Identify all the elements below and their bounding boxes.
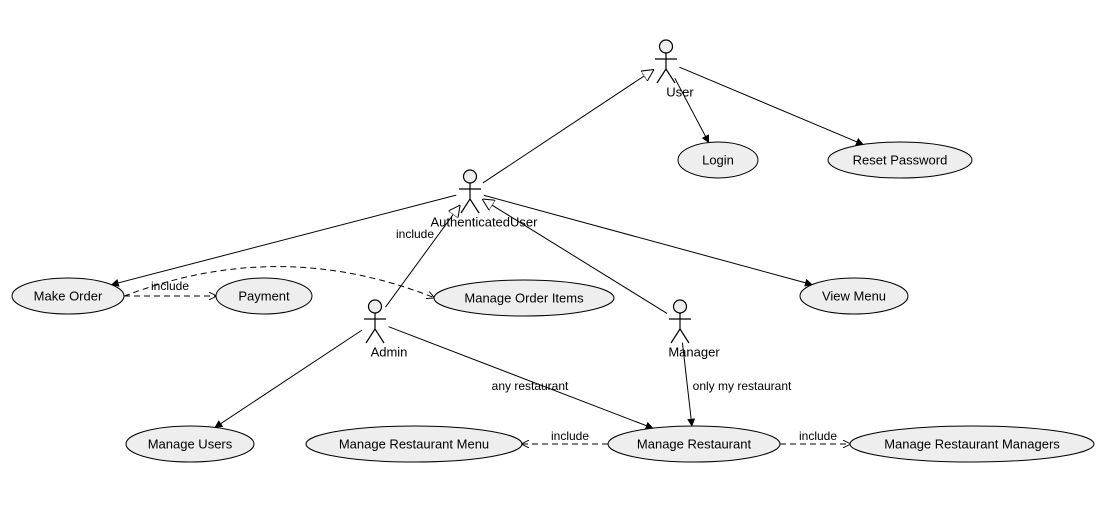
usecase-managemgrs: Manage Restaurant Managers bbox=[850, 426, 1094, 462]
usecase-label: Manage Order Items bbox=[464, 290, 584, 305]
usecase-managerest: Manage Restaurant bbox=[608, 426, 780, 462]
usecase-label: Reset Password bbox=[853, 152, 948, 167]
edge-user-reset bbox=[680, 67, 864, 144]
usecase-label: Make Order bbox=[34, 288, 103, 303]
usecase-reset: Reset Password bbox=[828, 142, 972, 178]
actor-label: Manager bbox=[668, 344, 720, 359]
usecase-viewmenu: View Menu bbox=[800, 278, 908, 314]
edge-label: only my restaurant bbox=[693, 379, 792, 393]
actor-auth: AuthenticatedUser bbox=[431, 170, 539, 229]
actor-label: Admin bbox=[371, 344, 408, 359]
edge-admin-manageusers bbox=[215, 330, 362, 427]
usecase-label: Payment bbox=[238, 288, 290, 303]
actor-label: AuthenticatedUser bbox=[431, 214, 539, 229]
edge-auth-user bbox=[483, 70, 653, 183]
usecase-label: View Menu bbox=[822, 288, 886, 303]
usecase-payment: Payment bbox=[216, 278, 312, 314]
actor-manager: Manager bbox=[668, 300, 720, 359]
actor-user: User bbox=[655, 40, 694, 99]
edge-label: include bbox=[151, 279, 189, 293]
edge-label: include bbox=[396, 227, 434, 241]
actor-admin: Admin bbox=[364, 300, 407, 359]
edge-label: include bbox=[799, 429, 837, 443]
usecase-diagram: User AuthenticatedUser Admin Manager Login Re… bbox=[0, 0, 1116, 507]
edge-admin-managerest bbox=[389, 327, 653, 428]
actor-label: User bbox=[666, 84, 694, 99]
edge-label: include bbox=[551, 429, 589, 443]
usecase-login: Login bbox=[678, 142, 758, 178]
edge-label: any restaurant bbox=[492, 379, 569, 393]
edge-auth-viewmenu bbox=[484, 195, 812, 284]
usecase-manageitems: Manage Order Items bbox=[434, 280, 614, 316]
usecase-manageusers: Manage Users bbox=[126, 426, 254, 462]
usecase-managermenu: Manage Restaurant Menu bbox=[306, 426, 522, 462]
usecase-label: Login bbox=[702, 152, 734, 167]
usecase-label: Manage Restaurant Menu bbox=[339, 436, 489, 451]
usecase-label: Manage Users bbox=[148, 436, 233, 451]
usecase-label: Manage Restaurant Managers bbox=[884, 436, 1060, 451]
usecase-label: Manage Restaurant bbox=[637, 436, 752, 451]
usecase-makeorder: Make Order bbox=[12, 278, 124, 314]
